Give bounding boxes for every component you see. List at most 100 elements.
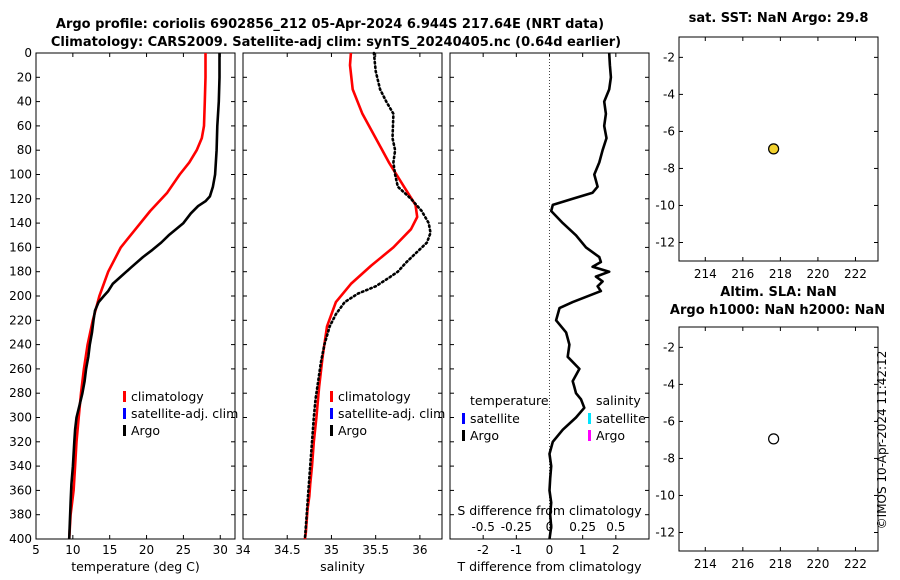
y-tick-label: -2 (663, 340, 675, 354)
legend-swatch (123, 391, 126, 402)
series-line-argo (303, 51, 432, 541)
x-tick-label: 1 (579, 543, 587, 557)
legend-title-salinity: salinity (596, 393, 641, 408)
x-tick-label: 216 (731, 267, 754, 281)
legend-entry: satellite (470, 411, 520, 426)
y-tick-label: 80 (17, 143, 32, 157)
x-tick-label: 222 (844, 267, 867, 281)
x-tick-label: 30 (213, 543, 228, 557)
y-tick-label: -2 (663, 50, 675, 64)
legend-entry: Argo (131, 423, 160, 438)
salinity-panel: 34 34.5 35 35.5 36 salinity climatology satelli… (235, 51, 445, 574)
x-tick-label: 34 (235, 543, 250, 557)
y-tick-label: 60 (17, 119, 32, 133)
y-tick-label: -10 (655, 488, 675, 502)
y-tick-label: -4 (663, 377, 675, 391)
secondary-axis-label: S difference from climatology (457, 503, 642, 518)
y-tick-label: 240 (9, 338, 32, 352)
legend-entry: satellite-adj. clim (131, 406, 238, 421)
legend-entry: satellite (596, 411, 646, 426)
x-tick-label: 216 (731, 557, 754, 571)
y-tick-label: 380 (9, 508, 32, 522)
legend-entry: satellite-adj. clim (338, 406, 445, 421)
y-tick-label: 360 (9, 483, 32, 497)
legend-entry: climatology (131, 389, 204, 404)
y-tick-label: -6 (663, 414, 675, 428)
secondary-tick-label: 0 (546, 520, 554, 534)
y-tick-label: -10 (655, 198, 675, 212)
profile-location-marker (768, 433, 780, 445)
x-tick-label: 15 (102, 543, 117, 557)
secondary-tick-label: -0.5 (471, 520, 494, 534)
secondary-tick-label: -0.25 (501, 520, 532, 534)
y-tick-label: 400 (9, 532, 32, 546)
x-tick-label: 5 (32, 543, 40, 557)
y-tick-label: -4 (663, 87, 675, 101)
legend-swatch (462, 413, 465, 424)
legend-title-temperature: temperature (470, 393, 549, 408)
x-tick-label: 20 (139, 543, 154, 557)
x-tick-label: 220 (806, 267, 829, 281)
x-tick-label: -1 (510, 543, 522, 557)
legend-swatch (462, 430, 465, 441)
x-tick-label: 10 (65, 543, 80, 557)
y-tick-label: -6 (663, 124, 675, 138)
legend-swatch (330, 425, 333, 436)
temperature-panel: 0 20 40 60 80 100 120 140 160 180 200 220 240 260 280 3… (9, 46, 238, 574)
y-tick-label: 320 (9, 435, 32, 449)
legend-entry: Argo (596, 428, 625, 443)
sla-map-title-1: Altim. SLA: NaN (720, 285, 836, 300)
title-line-2: Climatology: CARS2009. Satellite-adj cli… (51, 35, 621, 50)
x-tick-label: 218 (769, 267, 792, 281)
secondary-tick-label: 0.5 (606, 520, 625, 534)
y-tick-label: 340 (9, 459, 32, 473)
imos-timestamp: ©IMOS 10-Apr-2024 11:42:12 (875, 351, 889, 530)
y-tick-label: 40 (17, 95, 32, 109)
title-line-1: Argo profile: coriolis 6902856_212 05-Ap… (56, 17, 604, 32)
y-tick-label: 0 (24, 46, 32, 60)
y-tick-label: 300 (9, 411, 32, 425)
x-tick-label: 34.5 (274, 543, 301, 557)
x-tick-label: 214 (694, 267, 717, 281)
y-tick-label: 20 (17, 70, 32, 84)
difference-panel: -2 -1 0 1 2 T difference from climatology S di… (449, 52, 650, 574)
sst-map-title: sat. SST: NaN Argo: 29.8 (689, 11, 869, 26)
x-tick-label: 36 (412, 543, 427, 557)
y-tick-label: 200 (9, 289, 32, 303)
sst-map-panel: -2 -4 -6 -8 -10 -12 214 216 218 220 222 sat. SST: N… (655, 11, 879, 281)
y-tick-label: 100 (9, 168, 32, 182)
series-line-argo (67, 53, 221, 540)
legend-entry: climatology (338, 389, 411, 404)
x-tick-label: 218 (769, 557, 792, 571)
legend-entry: Argo (470, 428, 499, 443)
profile-location-marker (768, 143, 780, 155)
legend-swatch (588, 413, 591, 424)
y-tick-label: 180 (9, 265, 32, 279)
y-tick-label: 160 (9, 240, 32, 254)
legend-swatch (330, 391, 333, 402)
series-line-climatology (303, 52, 419, 540)
sla-map-panel: -2 -4 -6 -8 -10 -12 214 216 218 220 222 Altim. SLA:… (655, 285, 885, 571)
x-axis-label: salinity (320, 559, 365, 574)
y-tick-label: 280 (9, 386, 32, 400)
x-tick-label: 214 (694, 557, 717, 571)
secondary-tick-label: 0.25 (569, 520, 596, 534)
x-axis-label: temperature (deg C) (71, 559, 200, 574)
x-tick-label: 35.5 (362, 543, 389, 557)
x-tick-label: 0 (546, 543, 554, 557)
series-line-argo-t-difference (548, 52, 613, 540)
x-tick-label: 2 (612, 543, 620, 557)
sla-map-title-2: Argo h1000: NaN h2000: NaN (670, 303, 885, 318)
y-tick-label: -8 (663, 451, 675, 465)
x-axis-label: T difference from climatology (456, 559, 642, 574)
legend-swatch (123, 425, 126, 436)
legend-entry: Argo (338, 423, 367, 438)
series-line-climatology (67, 53, 207, 540)
legend-swatch (330, 408, 333, 419)
legend-swatch (123, 408, 126, 419)
x-tick-label: 222 (844, 557, 867, 571)
y-tick-label: -12 (655, 235, 675, 249)
y-tick-label: 260 (9, 362, 32, 376)
x-tick-label: 25 (176, 543, 191, 557)
